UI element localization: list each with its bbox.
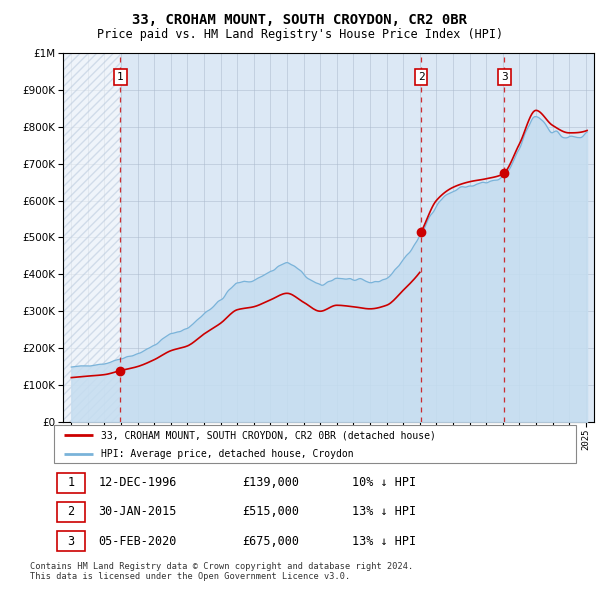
Text: £139,000: £139,000 [242,476,299,489]
Text: 12-DEC-1996: 12-DEC-1996 [98,476,177,489]
Text: 05-FEB-2020: 05-FEB-2020 [98,535,177,548]
Text: £515,000: £515,000 [242,505,299,519]
Text: 2: 2 [418,72,424,82]
Text: 10% ↓ HPI: 10% ↓ HPI [352,476,416,489]
Text: 3: 3 [501,72,508,82]
Text: £675,000: £675,000 [242,535,299,548]
Text: 2: 2 [67,505,74,519]
FancyBboxPatch shape [56,502,85,522]
Text: 1: 1 [117,72,124,82]
Text: 33, CROHAM MOUNT, SOUTH CROYDON, CR2 0BR: 33, CROHAM MOUNT, SOUTH CROYDON, CR2 0BR [133,13,467,27]
Text: 13% ↓ HPI: 13% ↓ HPI [352,505,416,519]
Text: 33, CROHAM MOUNT, SOUTH CROYDON, CR2 0BR (detached house): 33, CROHAM MOUNT, SOUTH CROYDON, CR2 0BR… [101,430,436,440]
Text: 1: 1 [67,476,74,489]
FancyBboxPatch shape [56,473,85,493]
FancyBboxPatch shape [54,425,576,463]
Text: 13% ↓ HPI: 13% ↓ HPI [352,535,416,548]
Text: Price paid vs. HM Land Registry's House Price Index (HPI): Price paid vs. HM Land Registry's House … [97,28,503,41]
Text: 3: 3 [67,535,74,548]
Text: 30-JAN-2015: 30-JAN-2015 [98,505,177,519]
FancyBboxPatch shape [56,531,85,551]
Text: Contains HM Land Registry data © Crown copyright and database right 2024.
This d: Contains HM Land Registry data © Crown c… [30,562,413,581]
Bar [63,53,121,422]
Text: HPI: Average price, detached house, Croydon: HPI: Average price, detached house, Croy… [101,450,353,460]
